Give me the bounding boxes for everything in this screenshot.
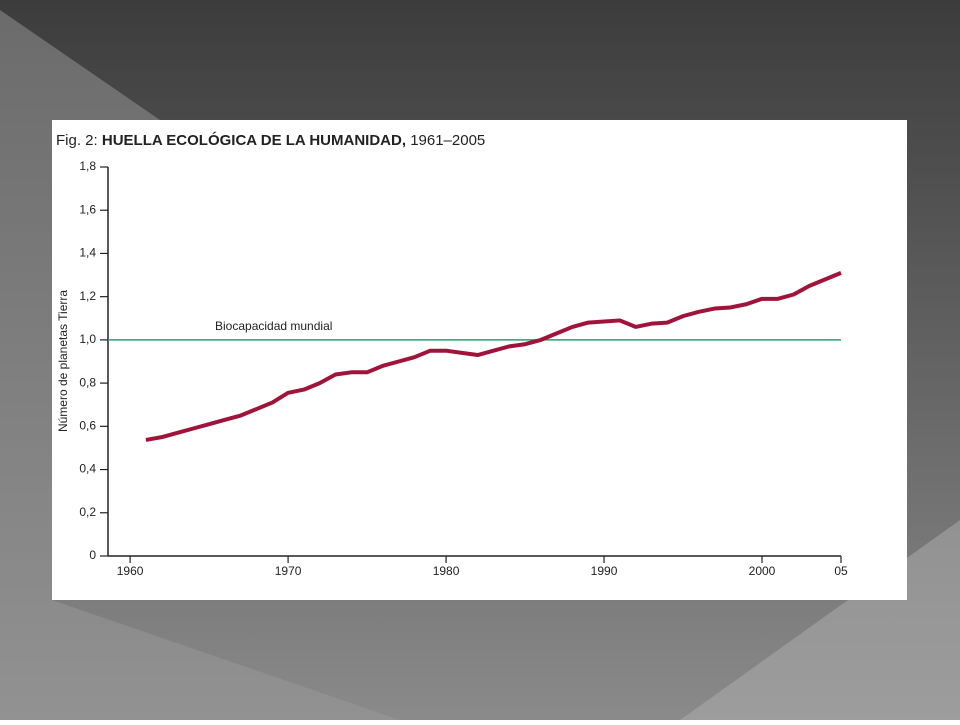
chart-title: Fig. 2: HUELLA ECOLÓGICA DE LA HUMANIDAD… (56, 131, 485, 149)
y-tick-label: 1,2 (79, 289, 96, 303)
y-tick-label: 1,6 (79, 202, 96, 216)
y-tick-label: 0 (89, 548, 96, 562)
y-tick-label: 1,0 (79, 332, 96, 346)
y-tick-label: 0,2 (79, 505, 96, 519)
subtitle: 1961–2005 (410, 132, 485, 149)
y-tick-label: 1,8 (79, 159, 96, 173)
chart-panel (52, 120, 907, 600)
x-tick-label: 1990 (591, 564, 618, 578)
y-tick-label: 1,4 (79, 246, 96, 260)
figure-label: Fig. 2: (56, 132, 98, 149)
x-tick-label: 1960 (117, 564, 144, 578)
x-tick-label: 1980 (433, 564, 460, 578)
x-tick-label: 2000 (749, 564, 776, 578)
y-tick-label: 0,8 (79, 375, 96, 389)
y-tick-label: 0,6 (79, 419, 96, 433)
x-tick-label: 05 (834, 564, 848, 578)
y-tick-label: 0,4 (79, 462, 96, 476)
reference-label: Biocapacidad mundial (215, 319, 332, 333)
data-line (145, 271, 842, 442)
title: HUELLA ECOLÓGICA DE LA HUMANIDAD, (102, 131, 406, 149)
background-shape (0, 10, 400, 720)
y-axis-label: Número de planetas Tierra (56, 290, 70, 432)
x-tick-label: 1970 (275, 564, 302, 578)
